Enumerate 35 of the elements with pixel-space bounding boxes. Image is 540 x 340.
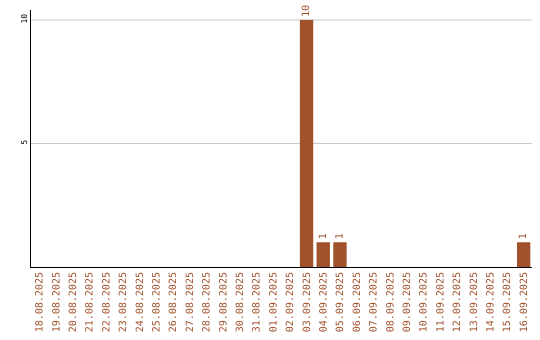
x-tick-label: 25.08.2025	[152, 272, 162, 332]
y-tick-label: 5	[20, 140, 29, 145]
x-tick-label: 20.08.2025	[68, 272, 79, 332]
x-tick-label: 02.09.2025	[285, 272, 296, 332]
x-tick-label: 16.09.2025	[518, 272, 530, 332]
x-tick-label: 06.09.2025	[352, 272, 363, 332]
x-tick-label: 08.09.2025	[385, 272, 396, 332]
x-tick-label: 18.08.2025	[34, 272, 46, 332]
x-tick-label: 22.08.2025	[101, 272, 112, 332]
x-tick-label: 26.08.2025	[168, 272, 180, 332]
x-tick-label: 12.09.2025	[452, 272, 464, 332]
x-tick-label: 13.09.2025	[468, 272, 480, 332]
data-label: 1	[318, 233, 329, 240]
x-tick-label: 03.09.2025	[302, 272, 313, 332]
x-tick-label: 11.09.2025	[435, 272, 446, 332]
x-tick-label: 04.09.2025	[318, 272, 330, 332]
x-tick-label: 24.08.2025	[134, 272, 146, 332]
x-tick-label: 01.09.2025	[268, 272, 280, 332]
x-tick-label: 27.08.2025	[184, 272, 196, 332]
data-label: 1	[518, 233, 530, 240]
x-tick-label: 29.08.2025	[218, 272, 230, 332]
data-label: 1	[334, 233, 346, 240]
data-label: 10	[301, 4, 312, 17]
x-tick-label: 19.08.2025	[51, 272, 62, 332]
x-tick-label: 05.09.2025	[335, 272, 346, 332]
x-tick-label: 10.09.2025	[418, 272, 430, 332]
x-tick-label: 28.08.2025	[202, 272, 213, 332]
x-tick-label: 21.08.2025	[84, 272, 96, 332]
x-tick-label: 23.08.2025	[118, 272, 130, 332]
x-tick-label: 07.09.2025	[368, 272, 380, 332]
x-tick-label: 15.09.2025	[502, 272, 514, 332]
x-tick-label: 30.08.2025	[235, 272, 246, 332]
x-tick-label: 09.09.2025	[402, 272, 413, 332]
x-tick-label: 31.08.2025	[252, 272, 263, 332]
x-tick-label: 14.09.2025	[486, 272, 496, 332]
